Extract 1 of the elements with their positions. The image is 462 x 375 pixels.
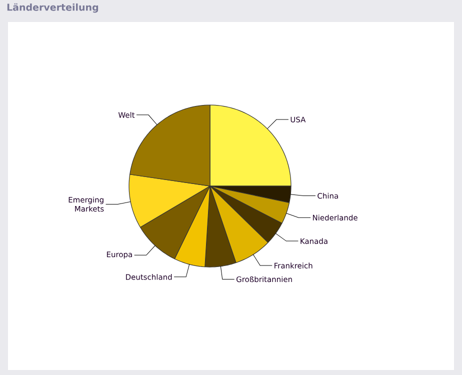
chart-title: Länderverteilung [7, 3, 98, 13]
